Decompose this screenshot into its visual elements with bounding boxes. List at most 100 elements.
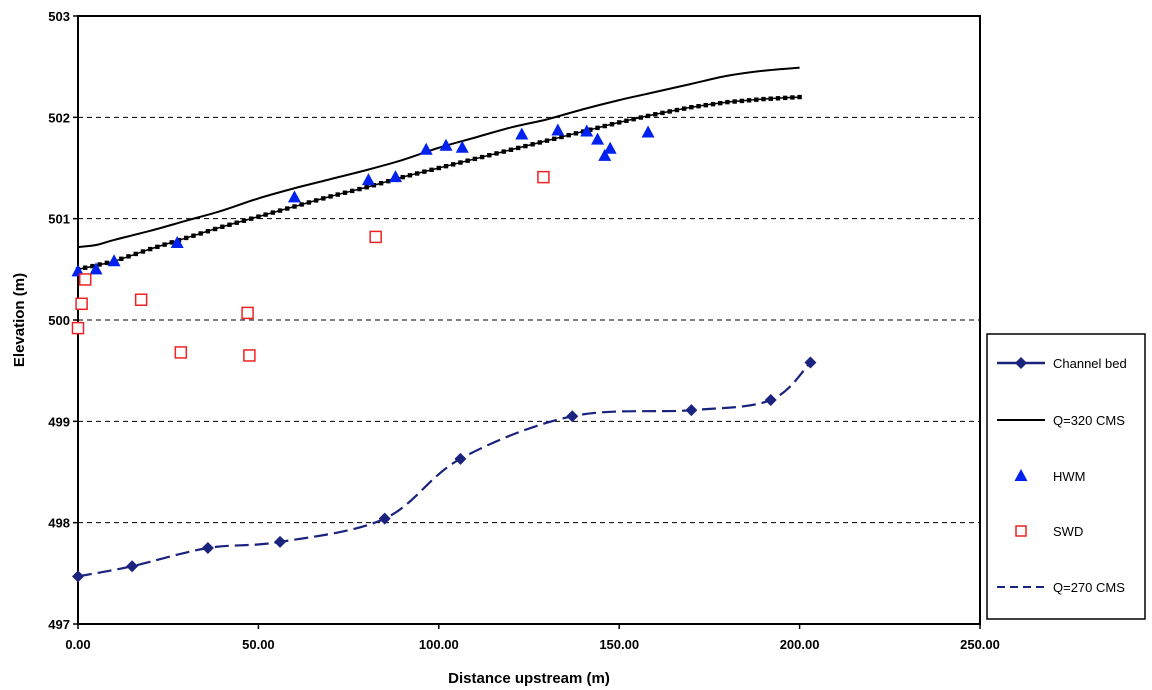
x-tick-label: 150.00 bbox=[599, 637, 639, 652]
q270-point bbox=[559, 134, 564, 140]
channel-bed-point bbox=[804, 356, 817, 369]
q270-point bbox=[328, 194, 333, 199]
q270-point bbox=[515, 145, 521, 151]
q270-point bbox=[631, 116, 636, 122]
q270-point bbox=[443, 163, 449, 169]
series-q270 bbox=[75, 94, 802, 272]
hwm-point bbox=[551, 123, 565, 136]
q270-point bbox=[97, 262, 102, 267]
q270-point bbox=[494, 151, 499, 156]
legend-entry: Channel bed bbox=[997, 356, 1127, 371]
q270-point bbox=[638, 115, 644, 120]
q270-point bbox=[227, 222, 232, 227]
q270-point bbox=[364, 185, 369, 190]
q270-point bbox=[544, 138, 550, 143]
x-tick-label: 250.00 bbox=[960, 637, 1000, 652]
legend-entry: HWM bbox=[1014, 469, 1086, 484]
q270-point bbox=[660, 110, 665, 116]
q270-point bbox=[350, 188, 355, 194]
swd-point bbox=[71, 321, 85, 335]
hwm-point bbox=[170, 235, 184, 248]
q270-point bbox=[407, 173, 413, 178]
q270-point bbox=[479, 154, 485, 160]
swd-point bbox=[134, 293, 148, 306]
hwm-point bbox=[439, 138, 453, 151]
q270-point bbox=[104, 260, 110, 266]
channel-bed-point bbox=[764, 394, 777, 407]
q270-point bbox=[220, 224, 225, 229]
hwm-point bbox=[287, 190, 301, 203]
x-axis-ticks: 0.00 50.00 100.00 150.00 200.00 250.00 bbox=[65, 624, 1000, 652]
q270-point bbox=[119, 256, 124, 261]
q270-point bbox=[732, 99, 737, 104]
hwm-point bbox=[107, 254, 121, 267]
legend-label: Q=270 CMS bbox=[1053, 580, 1125, 595]
q270-point bbox=[241, 218, 247, 223]
legend-swatch-marker bbox=[1015, 357, 1027, 369]
q270-point bbox=[710, 101, 716, 107]
q270-point bbox=[414, 171, 420, 176]
q270-point bbox=[472, 156, 478, 162]
q270-point bbox=[378, 181, 384, 186]
legend: Channel bed Q=320 CMS HWM SWD Q=270 CMS bbox=[986, 333, 1146, 620]
gridlines bbox=[78, 116, 980, 524]
q270-point bbox=[386, 178, 391, 184]
q270-point bbox=[285, 206, 290, 211]
hwm-point bbox=[389, 170, 403, 183]
q270-point bbox=[191, 233, 196, 238]
hwm-point bbox=[89, 262, 103, 275]
q270-point bbox=[530, 142, 535, 147]
q270-point bbox=[335, 192, 340, 197]
q270-point bbox=[147, 246, 153, 252]
q270-point bbox=[357, 186, 362, 192]
q270-point bbox=[205, 229, 211, 234]
hwm-point bbox=[419, 142, 433, 155]
q270-point bbox=[523, 143, 528, 149]
q270-point bbox=[667, 109, 672, 114]
legend-entry: SWD bbox=[1015, 524, 1083, 539]
q270-point bbox=[198, 231, 203, 236]
legend-box bbox=[986, 333, 1146, 620]
y-tick-label: 498 bbox=[48, 516, 70, 531]
q270-point bbox=[299, 202, 304, 207]
q270-point bbox=[126, 254, 131, 259]
channel-bed-point bbox=[685, 404, 698, 417]
legend-label: Q=320 CMS bbox=[1053, 413, 1125, 428]
q270-point bbox=[754, 97, 759, 102]
q270-point bbox=[681, 106, 687, 111]
series-swd bbox=[71, 170, 550, 362]
q270-point bbox=[248, 216, 254, 221]
q270-point bbox=[645, 113, 651, 119]
q270-point bbox=[797, 94, 802, 100]
series-channel-bed bbox=[72, 356, 817, 583]
hwm-point bbox=[515, 127, 529, 140]
legend-swatch-marker bbox=[1014, 469, 1028, 481]
q270-point bbox=[313, 198, 319, 203]
legend-swatch-marker bbox=[1015, 525, 1027, 537]
q270-point bbox=[400, 174, 405, 180]
q270-point bbox=[718, 100, 723, 106]
q270-point bbox=[342, 190, 348, 195]
q270-point bbox=[140, 249, 146, 254]
x-tick-label: 100.00 bbox=[419, 637, 459, 652]
q270-point bbox=[768, 96, 773, 101]
q270-point bbox=[782, 95, 788, 101]
q270-point bbox=[212, 226, 218, 232]
q270-point bbox=[277, 208, 283, 213]
q270-point bbox=[761, 96, 766, 102]
legend-label: SWD bbox=[1053, 524, 1083, 539]
hwm-point bbox=[603, 141, 617, 154]
hwm-point bbox=[455, 140, 469, 153]
y-axis-ticks: 497 498 499 500 501 502 503 bbox=[48, 9, 78, 632]
channel-bed-point bbox=[566, 410, 579, 423]
q270-point bbox=[573, 131, 579, 136]
y-tick-label: 503 bbox=[48, 9, 70, 24]
q270-point bbox=[501, 149, 506, 154]
hwm-point bbox=[641, 125, 655, 138]
q270-point bbox=[775, 96, 781, 101]
channel-bed-point bbox=[201, 542, 214, 554]
q270-point bbox=[609, 122, 615, 127]
series-hwm bbox=[71, 123, 655, 277]
q270-point bbox=[429, 167, 434, 173]
